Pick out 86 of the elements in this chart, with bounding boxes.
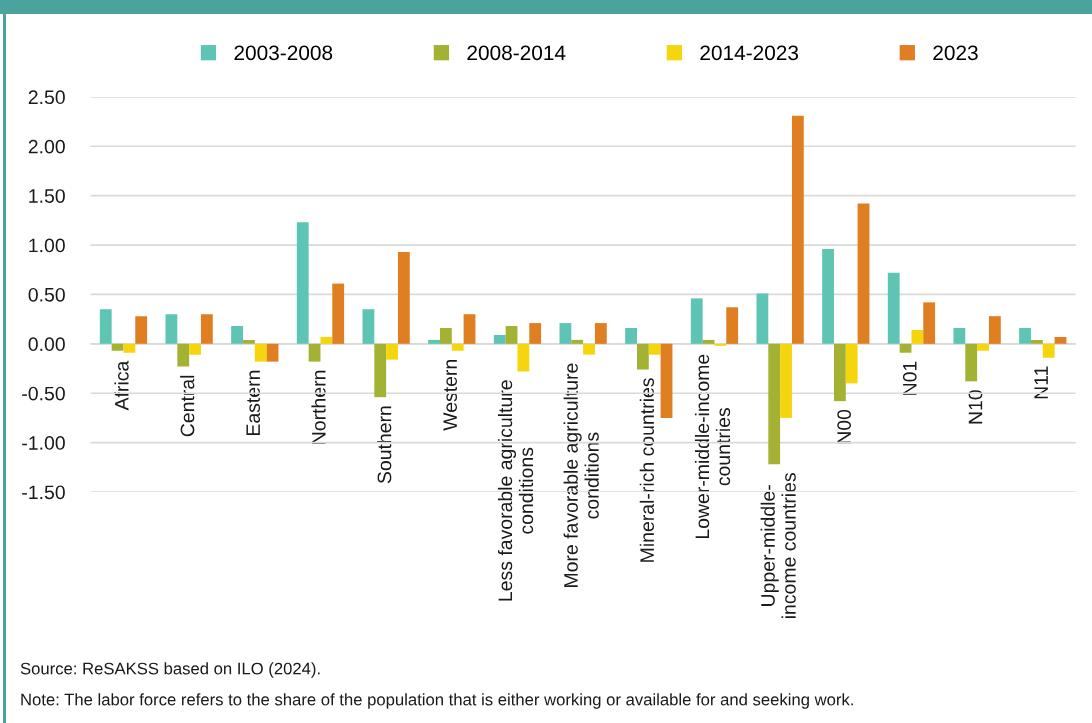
bar [177, 343, 190, 367]
y-tick-label: 0.00 [28, 337, 65, 352]
bar [833, 343, 846, 402]
bar [463, 314, 476, 344]
y-tick-label: -1.00 [22, 436, 65, 450]
bar [386, 343, 398, 360]
bar [165, 314, 178, 344]
x-tick-label: Lower-middle-income countries [694, 354, 731, 539]
y-tick-label: 0.50 [28, 287, 65, 302]
bar [493, 334, 506, 344]
bar [1019, 328, 1031, 344]
bar [690, 298, 703, 344]
bar [242, 339, 255, 344]
x-tick-label: Central [180, 375, 195, 437]
bar [726, 307, 739, 344]
bar [768, 343, 781, 465]
bar [660, 343, 673, 418]
bar [594, 323, 607, 344]
bar [439, 328, 452, 344]
bar [648, 343, 661, 355]
bar [1054, 336, 1067, 344]
y-tick-label: -0.50 [22, 386, 65, 401]
bar [583, 343, 595, 355]
x-tick-label: Less favorable agriculture conditions [497, 380, 534, 601]
x-tick-label: Southern [377, 406, 392, 484]
legend-label: 2003-2008 [234, 45, 333, 61]
bar [780, 343, 792, 418]
bar [397, 251, 410, 344]
bar [702, 339, 715, 344]
bar [857, 203, 870, 344]
x-tick-label: Mineral-rich countries [639, 378, 655, 562]
bar [428, 339, 440, 344]
x-tick-label: N10 [968, 390, 983, 424]
y-tick-label: 2.00 [28, 139, 65, 154]
bar [791, 115, 804, 344]
bar [374, 343, 387, 398]
y-tick-label: 1.00 [29, 238, 65, 253]
x-tick-label: Africa [114, 360, 129, 411]
bar [451, 343, 464, 351]
bar [123, 343, 136, 353]
bar [517, 343, 530, 372]
bar [559, 323, 572, 344]
text: Note: The labor force refers to the share of the population that is either working or available for and seeking work. [21, 693, 853, 709]
y-tick-label: 1.50 [29, 189, 65, 203]
bar [1030, 339, 1043, 344]
bar [625, 328, 637, 344]
bar [822, 249, 834, 344]
bar [756, 293, 769, 344]
bar [953, 328, 966, 344]
x-tick-label: Upper-middle- income countries [760, 473, 796, 619]
bar [296, 222, 309, 344]
legend-label: 2008-2014 [467, 45, 566, 61]
x-tick-label: More favorable agriculture conditions [563, 363, 599, 587]
x-tick-label: N11 [1034, 366, 1048, 399]
x-tick-label: Western [443, 360, 458, 431]
bar [231, 326, 243, 344]
bar [362, 309, 375, 344]
bar [332, 283, 345, 344]
legend-label: 2023 [933, 45, 978, 61]
bar [988, 316, 1001, 344]
bar [911, 330, 924, 344]
bar [111, 343, 124, 351]
bar [254, 343, 267, 362]
legend-label: 2014-2023 [700, 45, 799, 61]
bar [1042, 343, 1055, 358]
bar [923, 302, 936, 344]
bar [571, 339, 584, 344]
x-tick-label: Eastern [246, 370, 261, 436]
bar [977, 343, 989, 351]
bar [189, 343, 201, 355]
bar [320, 336, 333, 344]
bar [636, 343, 649, 370]
bar [529, 323, 542, 344]
source-note: Source: ReSAKSS based on ILO (2024). [20, 662, 320, 678]
bar [899, 343, 912, 353]
bar [965, 343, 978, 382]
bar [505, 326, 518, 344]
bar [135, 316, 148, 344]
y-tick-label: -1.50 [22, 485, 65, 500]
y-tick-label: 2.50 [28, 90, 65, 105]
bar [887, 272, 900, 344]
bar [308, 343, 321, 362]
bar [200, 314, 213, 344]
bar [845, 343, 858, 384]
bar [266, 343, 279, 362]
bar [99, 309, 112, 344]
